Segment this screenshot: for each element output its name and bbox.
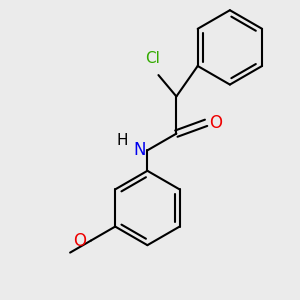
Text: O: O: [74, 232, 87, 250]
Text: H: H: [117, 133, 128, 148]
Text: O: O: [209, 114, 222, 132]
Text: N: N: [133, 141, 146, 159]
Text: Cl: Cl: [145, 51, 160, 66]
